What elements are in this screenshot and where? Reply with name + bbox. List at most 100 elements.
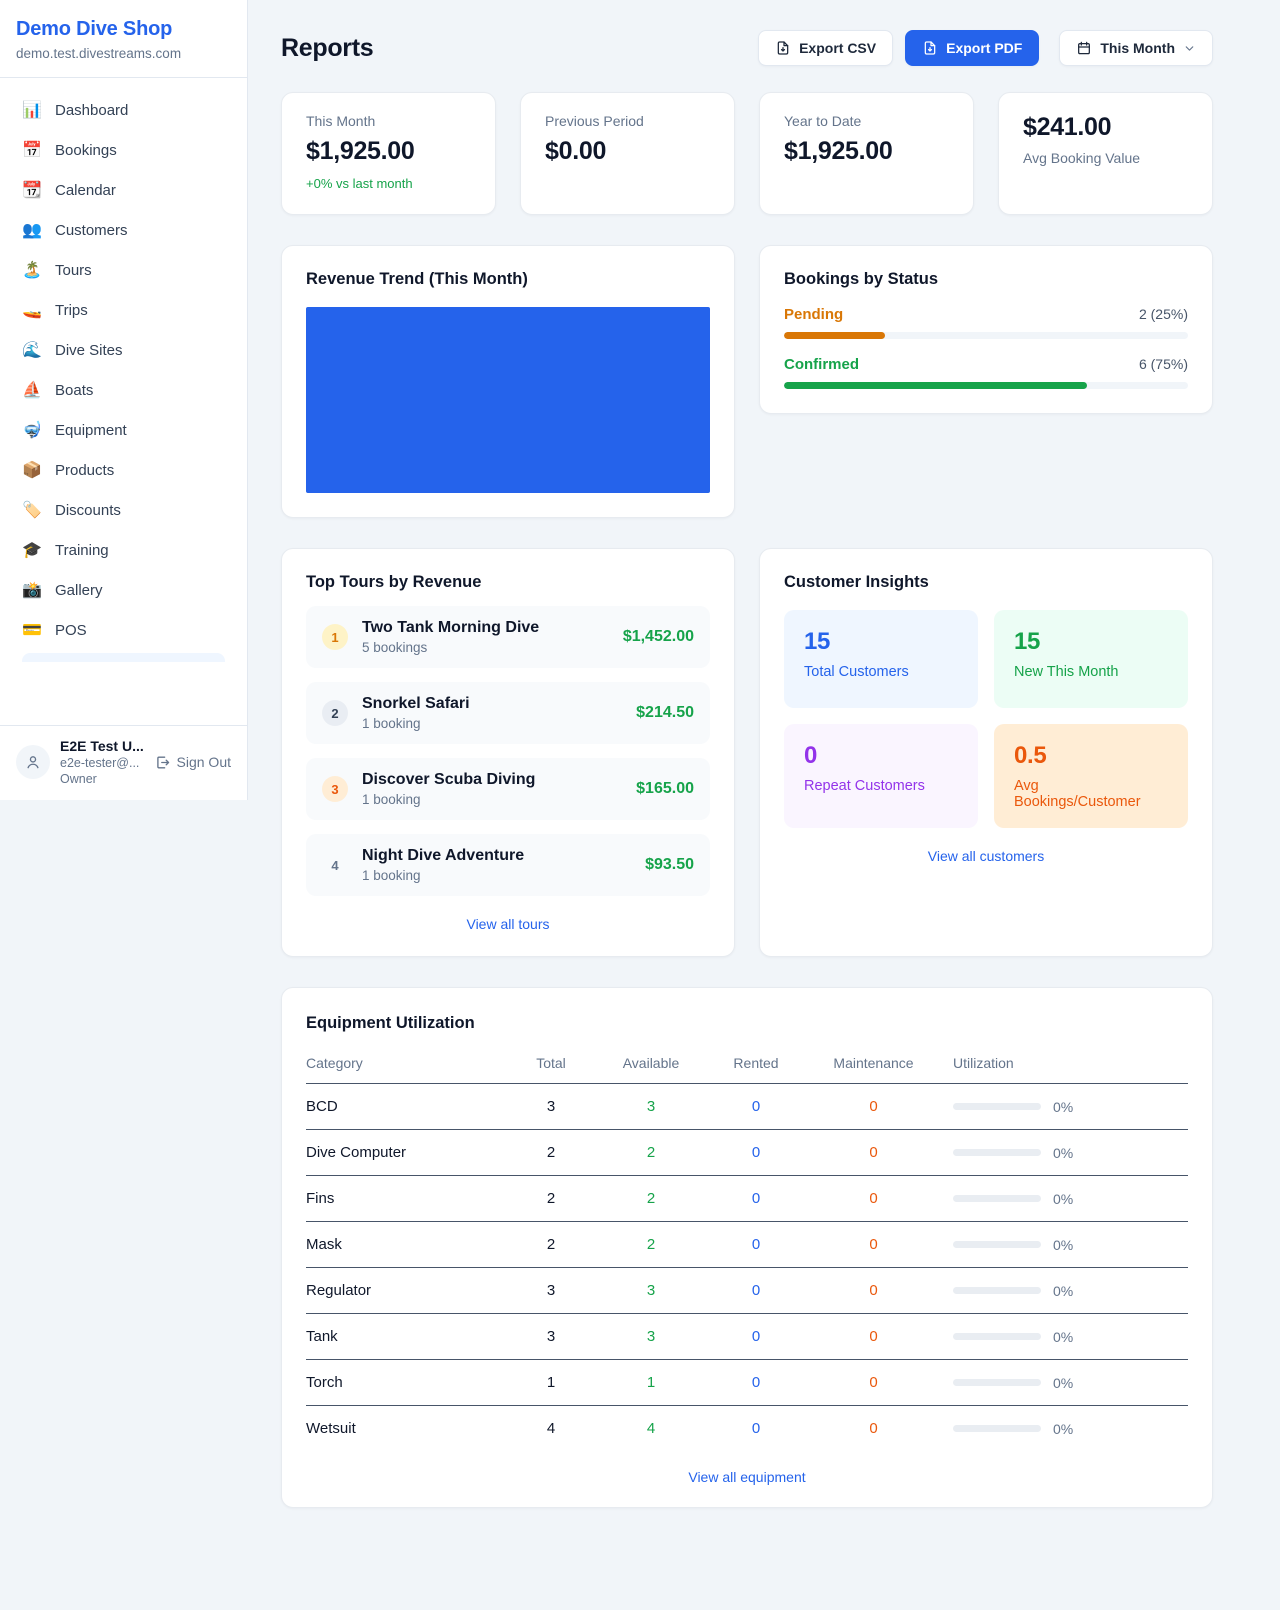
export-csv-label: Export CSV [799,40,877,56]
sidebar-item-bookings[interactable]: 📅 Bookings [12,130,235,170]
sidebar-item-label: Calendar [55,181,116,199]
sidebar-item-products[interactable]: 📦 Products [12,450,235,490]
col-available: Available [622,1055,680,1071]
equipment-table: Category Total Available Rented Maintena… [306,1055,1188,1451]
export-pdf-button[interactable]: Export PDF [905,30,1040,66]
stat-label: Previous Period [545,113,644,129]
cell-available: 2 [646,1190,656,1207]
cell-available: 1 [646,1374,656,1391]
sidebar-item-training[interactable]: 🎓 Training [12,530,235,570]
utilization-percent: 0% [1053,1420,1074,1437]
sidebar-item-gallery[interactable]: 📸 Gallery [12,570,235,610]
tour-list-item: 2 Snorkel Safari 1 booking $214.50 [306,682,710,744]
header-actions: Export CSV Export PDF This Month [758,30,1213,66]
customer-insights-title: Customer Insights [784,573,929,591]
sidebar-item-label: Bookings [55,141,117,159]
lists-row: Top Tours by Revenue 1 Two Tank Morning … [281,548,1213,957]
cell-utilization: 0% [941,1237,1188,1253]
avatar [16,745,50,779]
sidebar-item-trips[interactable]: 🚤 Trips [12,290,235,330]
tour-name: Snorkel Safari [362,695,470,712]
cell-available: 2 [646,1144,656,1161]
view-all-customers-link[interactable]: View all customers [927,848,1045,864]
cell-utilization: 0% [941,1145,1188,1161]
insights-grid: 15 Total Customers 15 New This Month 0 R… [784,610,1188,828]
sidebar-item-calendar[interactable]: 📆 Calendar [12,170,235,210]
sidebar-item-label: Boats [55,381,94,399]
utilization-bar [953,1195,1041,1202]
sign-out-label: Sign Out [176,754,231,770]
sidebar-item-customers[interactable]: 👥 Customers [12,210,235,250]
status-label: Confirmed [784,356,859,373]
revenue-trend-title: Revenue Trend (This Month) [306,270,528,288]
progress-track [784,382,1188,389]
dashboard-icon: 📊 [22,102,42,119]
insight-tile-new-this-month: 15 New This Month [994,610,1188,708]
status-label: Pending [784,306,844,323]
calendar-icon [1078,41,1091,55]
cell-maintenance: 0 [869,1144,878,1161]
col-total: Total [536,1055,566,1071]
top-tours-card: Top Tours by Revenue 1 Two Tank Morning … [281,548,735,957]
utilization-percent: 0% [1053,1144,1074,1161]
user-name: E2E Test U... [60,738,144,754]
view-all-tours-link[interactable]: View all tours [466,916,550,932]
export-csv-button[interactable]: Export CSV [758,30,894,66]
sidebar-item-boats[interactable]: ⛵ Boats [12,370,235,410]
table-row: Regulator 3 3 0 0 0% [306,1268,1188,1314]
equipment-utilization-title: Equipment Utilization [306,1014,475,1032]
sidebar-item-label: Dashboard [55,101,129,119]
sign-out-button[interactable]: Sign Out [154,754,231,771]
file-download-icon [777,41,789,55]
tour-revenue: $1,452.00 [622,628,694,645]
sidebar-item-pos[interactable]: 💳 POS [12,610,235,650]
sidebar-item-label: Tours [55,261,92,279]
insight-tile-repeat-customers: 0 Repeat Customers [784,724,978,828]
logout-icon [156,756,169,768]
cell-category: Tank [306,1328,338,1345]
revenue-trend-chart [306,307,710,493]
col-category: Category [306,1055,363,1071]
rank-badge: 4 [331,857,339,873]
top-tours-title: Top Tours by Revenue [306,573,482,591]
utilization-bar [953,1379,1041,1386]
cell-total: 2 [546,1190,556,1207]
tour-revenue: $93.50 [645,856,694,873]
utilization-bar [953,1241,1041,1248]
utilization-percent: 0% [1053,1374,1074,1391]
sidebar-item-reports-active-partial[interactable] [22,653,225,662]
stat-label: Avg Booking Value [1023,150,1141,166]
package-icon: 📦 [22,462,42,479]
calendar-icon: 📆 [22,182,42,199]
table-row: BCD 3 3 0 0 0% [306,1084,1188,1130]
tour-revenue: $165.00 [636,780,694,797]
progress-track [784,332,1188,339]
cell-rented: 0 [751,1420,761,1437]
export-pdf-label: Export PDF [946,40,1023,56]
table-row: Mask 2 2 0 0 0% [306,1222,1188,1268]
stat-value: $1,925.00 [306,137,415,165]
tour-name: Two Tank Morning Dive [362,619,540,636]
bookings-by-status-card: Bookings by Status Pending 2 (25%) Confi… [759,245,1213,414]
cell-available: 3 [646,1328,656,1345]
cell-maintenance: 0 [869,1420,878,1437]
tour-list-item: 3 Discover Scuba Diving 1 booking $165.0… [306,758,710,820]
cell-maintenance: 0 [869,1236,878,1253]
view-all-equipment-link[interactable]: View all equipment [688,1469,806,1485]
utilization-bar [953,1149,1041,1156]
sidebar-nav: 📊 Dashboard 📅 Bookings 📆 Calendar 👥 Cust… [0,78,247,725]
period-select-button[interactable]: This Month [1059,30,1213,66]
sidebar-item-dive-sites[interactable]: 🌊 Dive Sites [12,330,235,370]
cell-total: 1 [546,1374,556,1391]
sidebar-item-equipment[interactable]: 🤿 Equipment [12,410,235,450]
customers-icon: 👥 [22,222,42,239]
stat-value: $241.00 [1023,113,1112,141]
tour-bookings: 5 bookings [362,640,428,655]
cell-utilization: 0% [941,1375,1188,1391]
sidebar-item-discounts[interactable]: 🏷️ Discounts [12,490,235,530]
sidebar-item-dashboard[interactable]: 📊 Dashboard [12,90,235,130]
credit-card-icon: 💳 [22,622,42,639]
sidebar-item-tours[interactable]: 🏝️ Tours [12,250,235,290]
utilization-percent: 0% [1053,1190,1074,1207]
rank-badge: 1 [322,624,348,650]
